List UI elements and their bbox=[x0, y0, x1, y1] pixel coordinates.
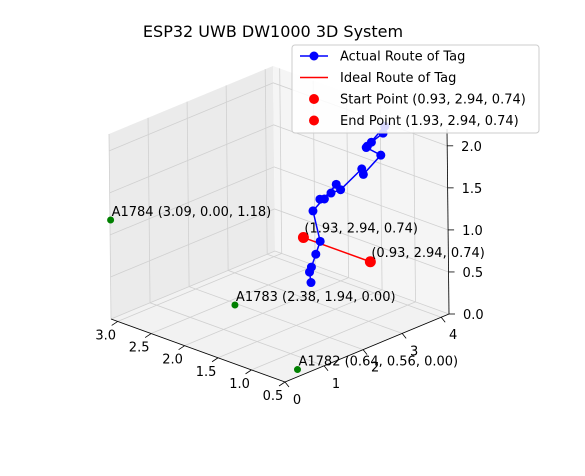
actual-route-point bbox=[376, 150, 386, 160]
legend-swatch-marker bbox=[309, 115, 319, 126]
z-tick-label: 2.0 bbox=[461, 140, 482, 155]
x-tick-label: 0.5 bbox=[263, 389, 284, 404]
z-axis-line bbox=[446, 128, 450, 315]
x-tick bbox=[211, 357, 219, 363]
x-tick-label: 1.0 bbox=[229, 377, 250, 392]
x-tick bbox=[178, 345, 185, 350]
x-axis-line bbox=[110, 318, 286, 383]
x-tick-label: 2.0 bbox=[162, 353, 183, 368]
legend-entry-label: Start Point (0.93, 2.94, 0.74) bbox=[340, 93, 526, 108]
anchor-point bbox=[231, 301, 239, 309]
legend-entry-label: Ideal Route of Tag bbox=[340, 71, 456, 86]
anchor-label: A1782 (0.64, 0.56, 0.00) bbox=[298, 355, 458, 370]
y-tick-label: 2 bbox=[371, 361, 379, 376]
legend: Actual Route of Tag Ideal Route of Tag Sta… bbox=[291, 44, 540, 134]
y-tick bbox=[440, 316, 446, 323]
chart-title: ESP32 UWB DW1000 3D System bbox=[143, 22, 403, 41]
z-gridline bbox=[109, 124, 448, 194]
x-tick bbox=[245, 369, 252, 375]
z-gridline bbox=[110, 208, 449, 278]
y-tick bbox=[284, 381, 290, 388]
actual-route-point bbox=[319, 194, 329, 204]
tick-labels: 0.5 1.0 1.5 2.0 2.5 3.0 0 1 2 3 4 0.0 0.5 1.0 1.5 2.0 bbox=[95, 140, 483, 408]
actual-route-point bbox=[308, 206, 318, 216]
end-point bbox=[297, 232, 309, 244]
x-tick-label: 3.0 bbox=[95, 328, 116, 343]
actual-route-point bbox=[357, 164, 367, 174]
x-tick-label: 2.5 bbox=[129, 341, 150, 356]
axis-lines bbox=[110, 128, 450, 383]
end-point-label: (1.93, 2.94, 0.74) bbox=[304, 222, 418, 237]
start-point bbox=[364, 256, 376, 268]
yz-pane bbox=[109, 66, 275, 319]
x-tick bbox=[278, 381, 286, 387]
y-tick-label: 4 bbox=[449, 328, 457, 343]
z-tick-label: 1.0 bbox=[462, 224, 483, 239]
y-tick bbox=[401, 333, 407, 339]
x-tick bbox=[111, 321, 118, 326]
actual-route-point bbox=[305, 267, 315, 277]
z-tick-label: 1.5 bbox=[462, 182, 483, 197]
y-tick-label: 0 bbox=[293, 393, 301, 408]
y-axis-line bbox=[284, 313, 450, 383]
ideal-route-line bbox=[303, 236, 371, 263]
z-tick-label: 0.0 bbox=[463, 308, 484, 323]
z-gridline bbox=[110, 250, 450, 320]
anchor-point bbox=[293, 366, 301, 374]
start-point-label: (0.93, 2.94, 0.74) bbox=[371, 246, 485, 261]
actual-route-point bbox=[315, 236, 325, 246]
actual-route-point bbox=[326, 188, 336, 198]
data-marks: A1782 (0.64, 0.56, 0.00) A1783 (2.38, 1.9… bbox=[107, 121, 485, 374]
x-tick bbox=[144, 333, 152, 338]
actual-route-point bbox=[311, 249, 321, 259]
z-tick-label: 0.5 bbox=[463, 266, 484, 281]
z-gridline bbox=[109, 166, 449, 236]
y-tick-label: 1 bbox=[332, 377, 340, 392]
x-tick-label: 1.5 bbox=[196, 365, 217, 380]
anchor-label: A1783 (2.38, 1.94, 0.00) bbox=[236, 290, 396, 305]
legend-entry-label: Actual Route of Tag bbox=[340, 50, 465, 65]
legend-entry-label: End Point (1.93, 2.94, 0.74) bbox=[340, 114, 519, 129]
legend-swatch-marker bbox=[309, 94, 319, 104]
y-tick bbox=[362, 349, 368, 355]
anchor-label: A1784 (3.09, 0.00, 1.18) bbox=[112, 205, 272, 220]
y-tick-label: 3 bbox=[410, 344, 418, 359]
anchor-point bbox=[107, 216, 115, 224]
actual-route-point bbox=[306, 278, 316, 288]
legend-swatch-marker bbox=[309, 51, 319, 61]
legend-box bbox=[291, 44, 540, 134]
actual-route-point bbox=[361, 143, 371, 153]
actual-route-point bbox=[331, 179, 341, 189]
y-tick bbox=[323, 365, 329, 372]
